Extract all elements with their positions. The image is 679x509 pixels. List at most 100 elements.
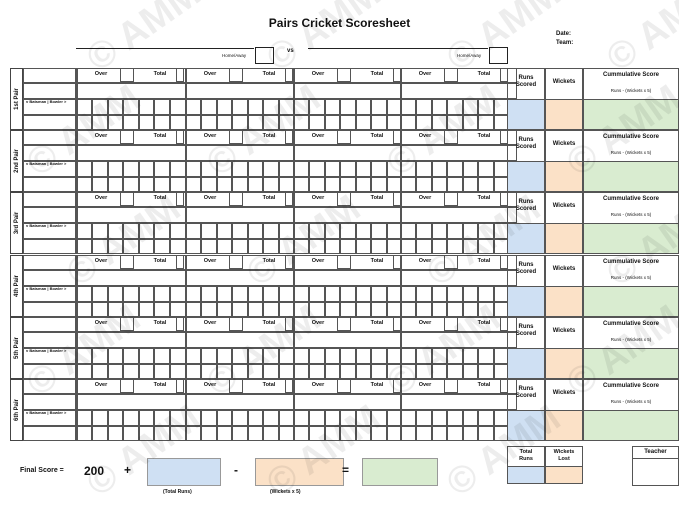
- home-away-box-left[interactable]: [255, 47, 274, 64]
- wickets-cell[interactable]: [546, 99, 582, 129]
- cumulative-score-column: Cummulative Score Runs - (Wickets x 5): [583, 317, 679, 379]
- over-number-box[interactable]: [120, 192, 134, 206]
- batsman-bowler-label: v Batsman | Bowler >: [26, 161, 67, 166]
- group-divider: [185, 192, 187, 254]
- ball-cell-divider: [461, 409, 464, 441]
- pair-label-box: 1st Pair: [10, 68, 23, 130]
- wickets-header: Wickets: [552, 328, 576, 334]
- over-number-box[interactable]: [229, 130, 243, 144]
- over-number-box[interactable]: [337, 255, 351, 269]
- over-number-box[interactable]: [337, 130, 351, 144]
- over-number-box[interactable]: [120, 317, 134, 331]
- over-number-box[interactable]: [120, 255, 134, 269]
- over-number-box[interactable]: [229, 255, 243, 269]
- total-header: Total: [262, 195, 276, 201]
- wickets-cell[interactable]: [546, 223, 582, 253]
- ball-cell-divider: [246, 222, 249, 254]
- total-box[interactable]: [285, 255, 293, 269]
- total-runs-cell[interactable]: [508, 466, 544, 483]
- runs-scored-cell[interactable]: [508, 348, 544, 378]
- home-team-line[interactable]: [76, 48, 254, 49]
- cumulative-score-cell[interactable]: [584, 348, 678, 378]
- runs-scored-cell[interactable]: [508, 223, 544, 253]
- over-number-box[interactable]: [337, 379, 351, 393]
- over-number-box[interactable]: [120, 379, 134, 393]
- ball-cell-divider: [323, 285, 326, 317]
- total-box[interactable]: [285, 130, 293, 144]
- cumulative-score-cell[interactable]: [584, 99, 678, 129]
- over-number-box[interactable]: [229, 379, 243, 393]
- runs-scored-header: Runs Scored: [515, 324, 537, 337]
- over-number-box[interactable]: [444, 130, 458, 144]
- ball-cell-divider: [262, 160, 265, 192]
- runs-scored-cell[interactable]: [508, 99, 544, 129]
- over-number-box[interactable]: [229, 192, 243, 206]
- over-number-box[interactable]: [444, 379, 458, 393]
- total-box[interactable]: [176, 130, 184, 144]
- group-divider: [185, 255, 187, 317]
- total-runs-box[interactable]: [147, 458, 221, 486]
- over-header: Over: [203, 320, 217, 326]
- group-divider: [400, 130, 402, 192]
- total-box[interactable]: [176, 255, 184, 269]
- runs-scored-cell[interactable]: [508, 286, 544, 316]
- wickets-cell[interactable]: [546, 348, 582, 378]
- home-away-box-right[interactable]: [489, 47, 508, 64]
- ball-cell-divider: [323, 98, 326, 130]
- ball-cell-divider: [446, 98, 449, 130]
- ball-cell-divider: [200, 222, 203, 254]
- ball-cell-divider: [137, 98, 140, 130]
- over-number-box[interactable]: [444, 255, 458, 269]
- teacher-box[interactable]: Teacher: [632, 446, 679, 486]
- total-box[interactable]: [285, 192, 293, 206]
- total-box[interactable]: [285, 379, 293, 393]
- total-box[interactable]: [176, 68, 184, 82]
- ball-cell-divider: [415, 222, 418, 254]
- over-number-box[interactable]: [229, 68, 243, 82]
- ball-cell-divider: [122, 160, 125, 192]
- pair-label: 1st Pair: [13, 88, 20, 110]
- over-header: Over: [311, 133, 325, 139]
- runs-scored-cell[interactable]: [508, 161, 544, 191]
- cumulative-score-header: Cummulative Score: [602, 321, 660, 327]
- runs-scored-cell[interactable]: [508, 410, 544, 440]
- row-line: [23, 98, 517, 100]
- ball-cell-divider: [262, 285, 265, 317]
- away-team-line[interactable]: [308, 48, 488, 49]
- over-number-box[interactable]: [337, 68, 351, 82]
- cumulative-score-cell[interactable]: [584, 410, 678, 440]
- total-header: Total: [153, 258, 167, 264]
- wickets-cell[interactable]: [546, 410, 582, 440]
- wickets-header: Wickets: [552, 266, 576, 272]
- cumulative-score-cell[interactable]: [584, 223, 678, 253]
- group-divider: [293, 379, 295, 441]
- over-number-box[interactable]: [120, 68, 134, 82]
- over-number-box[interactable]: [337, 317, 351, 331]
- cumulative-formula: Runs - (Wickets x 5): [610, 150, 652, 155]
- final-score-box[interactable]: [362, 458, 438, 486]
- over-number-box[interactable]: [444, 317, 458, 331]
- over-number-box[interactable]: [444, 192, 458, 206]
- row-line: [23, 331, 517, 333]
- over-number-box[interactable]: [229, 317, 243, 331]
- total-box[interactable]: [285, 68, 293, 82]
- over-number-box[interactable]: [337, 192, 351, 206]
- over-number-box[interactable]: [120, 130, 134, 144]
- ball-cell-divider: [415, 285, 418, 317]
- cumulative-score-cell[interactable]: [584, 286, 678, 316]
- group-divider: [400, 317, 402, 379]
- wickets-lost-cell[interactable]: [546, 466, 582, 483]
- group-divider: [400, 192, 402, 254]
- wickets-cell[interactable]: [546, 161, 582, 191]
- total-box[interactable]: [285, 317, 293, 331]
- over-number-box[interactable]: [444, 68, 458, 82]
- total-box[interactable]: [176, 192, 184, 206]
- ball-cell-divider: [215, 98, 218, 130]
- total-box[interactable]: [176, 379, 184, 393]
- cumulative-score-cell[interactable]: [584, 161, 678, 191]
- wickets-cell[interactable]: [546, 286, 582, 316]
- ball-cell-divider: [137, 222, 140, 254]
- wickets-penalty-box[interactable]: [255, 458, 344, 486]
- total-box[interactable]: [176, 317, 184, 331]
- group-divider: [185, 379, 187, 441]
